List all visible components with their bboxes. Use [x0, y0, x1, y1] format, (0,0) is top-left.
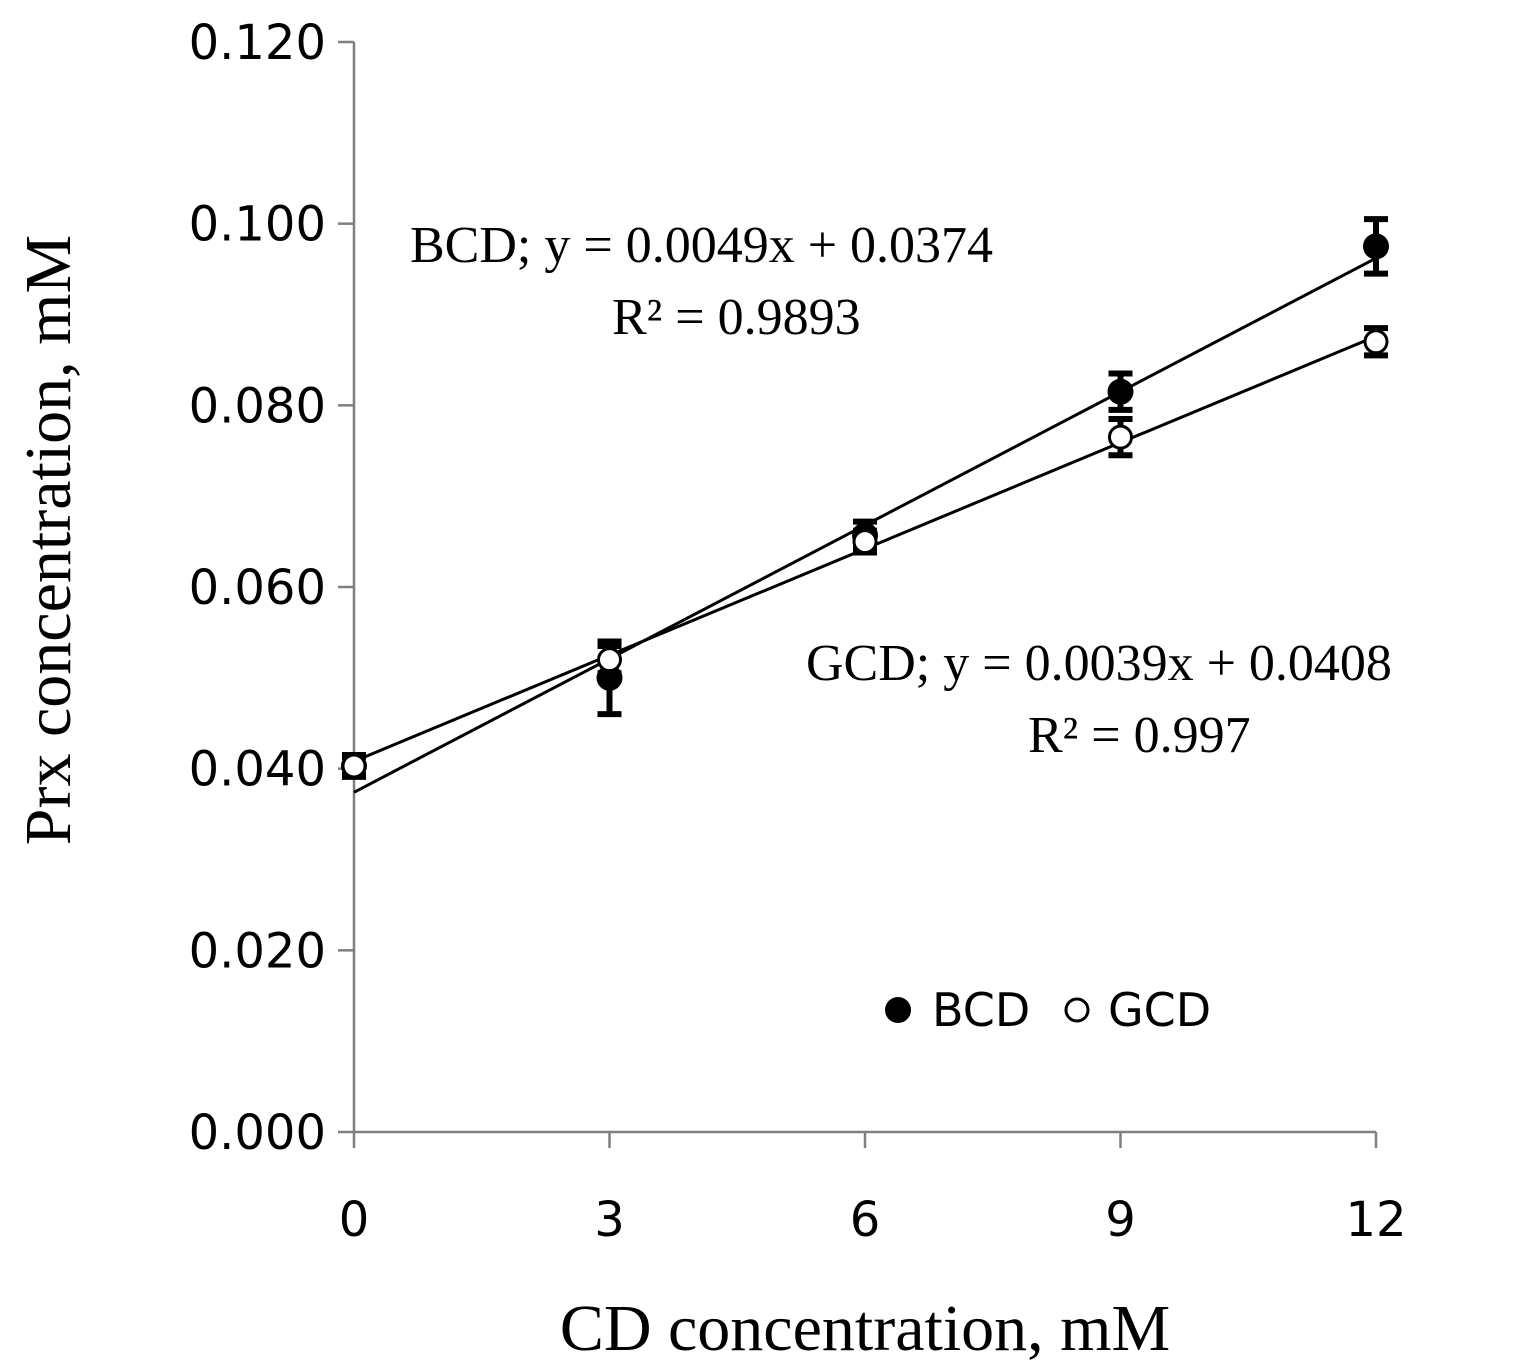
point-gcd: [341, 753, 367, 779]
legend-label-bcd: BCD: [932, 983, 1030, 1037]
legend: BCD GCD: [885, 983, 1211, 1037]
point-gcd: [597, 647, 622, 673]
x-tick-label: 0: [339, 1192, 370, 1248]
point-bcd: [596, 664, 623, 691]
y-axis-ticks: 0.000 0.020 0.040 0.060 0.080 0.100 0.120: [189, 15, 354, 1161]
error-bars: [342, 216, 1388, 780]
legend-marker-gcd: [1064, 997, 1090, 1023]
x-tick-label: 9: [1105, 1192, 1136, 1248]
y-tick-label: 0.040: [189, 742, 326, 798]
x-axis-title: CD concentration, mM: [560, 1292, 1170, 1365]
y-axis-title: Prx concentration, mM: [12, 235, 85, 845]
x-tick-label: 12: [1345, 1192, 1406, 1248]
x-axis-ticks: 0 3 6 9 12: [339, 1132, 1407, 1248]
y-tick-label: 0.100: [189, 197, 326, 253]
gcd-equation: GCD; y = 0.0039x + 0.0408: [806, 635, 1392, 692]
bcd-equation: BCD; y = 0.0049x + 0.0374: [410, 217, 993, 274]
y-tick-label: 0.120: [189, 15, 326, 71]
y-tick-label: 0.060: [189, 560, 326, 616]
point-gcd: [1108, 424, 1133, 450]
y-tick-label: 0.080: [189, 378, 326, 434]
point-gcd: [1363, 329, 1389, 355]
bcd-r2: R² = 0.9893: [612, 289, 861, 346]
data-points: [341, 233, 1389, 779]
x-tick-label: 6: [850, 1192, 881, 1248]
y-tick-label: 0.020: [189, 923, 326, 979]
point-gcd: [852, 529, 878, 555]
y-tick-label: 0.000: [189, 1105, 326, 1161]
legend-marker-bcd: [885, 997, 911, 1023]
legend-label-gcd: GCD: [1108, 983, 1211, 1037]
gcd-r2: R² = 0.997: [1028, 707, 1251, 764]
point-bcd: [1107, 378, 1134, 405]
x-tick-label: 3: [594, 1192, 625, 1248]
point-bcd: [1363, 233, 1389, 260]
